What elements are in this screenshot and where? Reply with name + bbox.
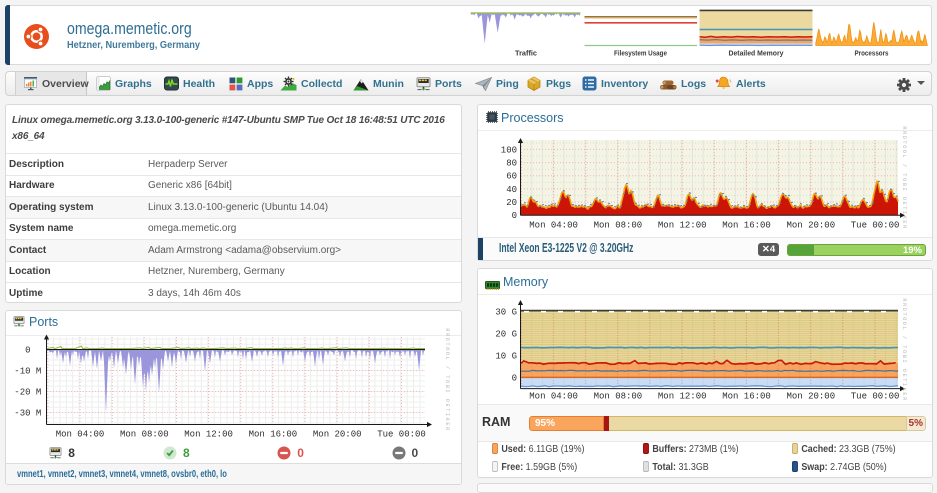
svg-text:20: 20 <box>506 198 517 208</box>
svg-text:RRDTOOL / TOBI OETIKER: RRDTOOL / TOBI OETIKER <box>444 328 451 431</box>
svg-text:0: 0 <box>25 346 30 356</box>
svg-text:Filesystem Usage: Filesystem Usage <box>614 49 667 58</box>
svg-text:Mon 12:00: Mon 12:00 <box>658 220 707 230</box>
svg-text:Mon 08:00: Mon 08:00 <box>594 391 643 401</box>
svg-text:10 G: 10 G <box>495 351 517 361</box>
svg-text:M: M <box>36 388 41 398</box>
svg-text:Mon 20:00: Mon 20:00 <box>313 430 362 440</box>
svg-text:RRDTOOL / TOBI OETIKER: RRDTOOL / TOBI OETIKER <box>901 126 908 229</box>
svg-text:RRDTOOL / TOBI OETIKER: RRDTOOL / TOBI OETIKER <box>901 298 908 401</box>
svg-text:60: 60 <box>506 172 517 182</box>
svg-text:Processors: Processors <box>855 49 889 58</box>
svg-text:0: 0 <box>512 373 517 383</box>
svg-text:Tue 00:00: Tue 00:00 <box>851 391 900 401</box>
svg-text:M: M <box>36 409 41 419</box>
svg-text:-30: -30 <box>14 409 30 419</box>
svg-text:Traffic: Traffic <box>515 49 537 58</box>
svg-text:M: M <box>36 367 41 377</box>
svg-text:Mon 12:00: Mon 12:00 <box>658 391 707 401</box>
svg-text:100: 100 <box>501 145 517 155</box>
svg-text:40: 40 <box>506 185 517 195</box>
svg-text:Mon 04:00: Mon 04:00 <box>529 391 578 401</box>
svg-text:Mon 08:00: Mon 08:00 <box>120 430 169 440</box>
svg-text:Mon 16:00: Mon 16:00 <box>249 430 298 440</box>
svg-text:Mon 04:00: Mon 04:00 <box>529 220 578 230</box>
svg-text:Mon 16:00: Mon 16:00 <box>722 220 771 230</box>
svg-text:Mon 12:00: Mon 12:00 <box>184 430 233 440</box>
svg-text:0: 0 <box>512 211 517 221</box>
svg-text:Mon 20:00: Mon 20:00 <box>786 391 835 401</box>
svg-text:Mon 20:00: Mon 20:00 <box>786 220 835 230</box>
svg-text:Detailed Memory: Detailed Memory <box>729 49 785 58</box>
svg-text:-20: -20 <box>14 388 30 398</box>
svg-text:-10: -10 <box>14 367 30 377</box>
svg-text:Tue 00:00: Tue 00:00 <box>851 220 900 230</box>
svg-text:Mon 08:00: Mon 08:00 <box>594 220 643 230</box>
svg-text:Mon 16:00: Mon 16:00 <box>722 391 771 401</box>
svg-text:Tue 00:00: Tue 00:00 <box>377 430 426 440</box>
svg-text:30 G: 30 G <box>495 308 517 318</box>
svg-text:Mon 04:00: Mon 04:00 <box>56 430 105 440</box>
svg-text:20 G: 20 G <box>495 329 517 339</box>
svg-text:80: 80 <box>506 159 517 169</box>
